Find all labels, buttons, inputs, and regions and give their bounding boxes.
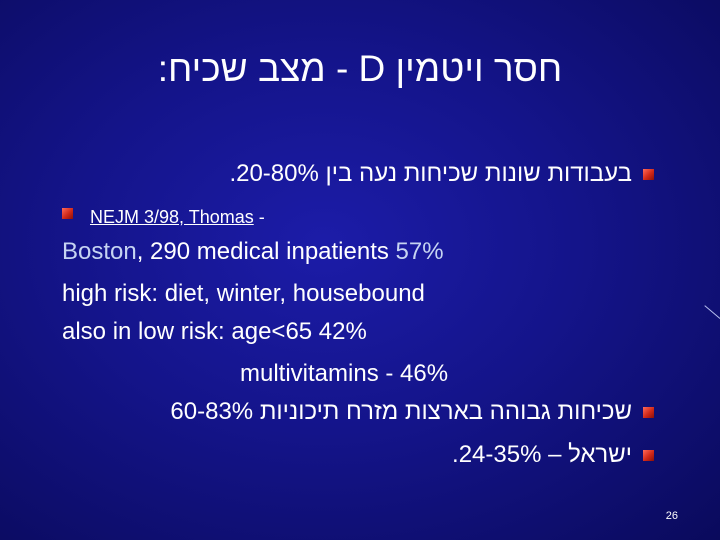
reference-dash: -	[253, 207, 265, 227]
bullet-icon-2	[62, 208, 73, 219]
bullet-israel: ישראל – 24-35%.	[452, 441, 632, 468]
bullet-prevalence-range: בעבודות שונות שכיחות נעה בין 20-80%.	[229, 160, 632, 187]
low-risk-line: also in low risk: age<65 42%	[62, 318, 367, 345]
boston-line: Boston, 290 medical inpatients 57%	[62, 238, 444, 266]
bullet-icon-4	[643, 450, 654, 461]
reference-line: NEJM 3/98, Thomas -	[90, 202, 265, 230]
multivitamins-line: multivitamins - 46%	[240, 360, 449, 387]
slide-title: חסר ויטמין D - מצב שכיח:	[157, 48, 563, 89]
bullet-icon-1	[643, 169, 654, 180]
boston-percentage: 57%	[395, 238, 444, 265]
reference-link[interactable]: NEJM 3/98, Thomas	[90, 207, 254, 227]
boston-label: Boston	[62, 238, 137, 265]
slide-number: 26	[665, 510, 678, 522]
high-risk-line: high risk: diet, winter, housebound	[62, 280, 425, 307]
bullet-middle-east: שכיחות גבוהה בארצות מזרח תיכוניות 60-83%	[170, 398, 632, 425]
bullet-icon-3	[643, 407, 654, 418]
decorative-line	[704, 305, 720, 319]
boston-detail: , 290 medical inpatients	[136, 238, 396, 265]
